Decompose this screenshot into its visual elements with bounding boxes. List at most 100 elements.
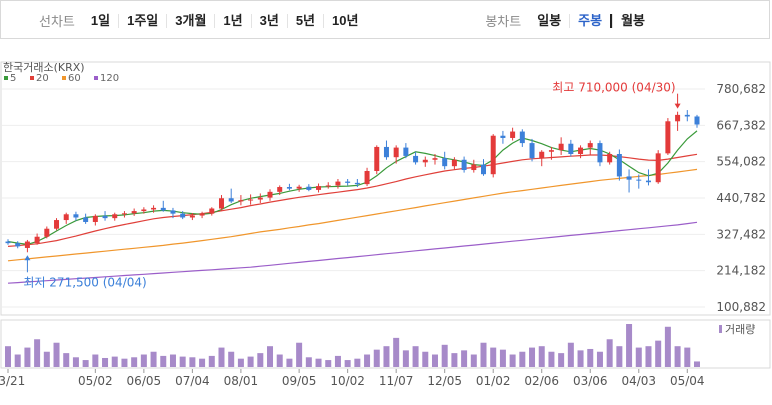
candle-body — [257, 197, 263, 200]
volume-bar — [199, 358, 206, 367]
period-tab-10y[interactable]: 10년 — [323, 13, 366, 28]
legend-label: 5 — [10, 73, 16, 84]
candle-body — [15, 243, 21, 247]
candle-body — [112, 214, 118, 219]
legend-label: 20 — [36, 73, 49, 84]
volume-bar — [558, 353, 565, 367]
volume-bar — [34, 339, 41, 367]
volume-legend-label: 거래량 — [725, 323, 755, 336]
candle-body — [442, 158, 448, 167]
candle-body — [5, 241, 11, 244]
candle-body — [218, 198, 224, 209]
volume-bar — [519, 351, 526, 367]
candle-body — [548, 150, 554, 152]
volume-bar — [228, 351, 235, 367]
volume-bar — [296, 342, 303, 367]
candle-body — [92, 215, 98, 222]
volume-bar — [480, 342, 487, 367]
volume-bar — [548, 351, 555, 367]
candle-body — [393, 147, 399, 158]
candle-body — [199, 213, 205, 216]
volume-bar — [63, 353, 70, 367]
ma-legend: 5 20 60 120 — [4, 73, 119, 84]
volume-bar — [470, 354, 477, 367]
volume-bar — [325, 360, 332, 367]
candle-tab-daily[interactable]: 일봉 — [537, 12, 562, 28]
candle-body — [626, 176, 632, 180]
volume-bar — [567, 342, 574, 367]
y-axis: 780,682 667,382 554,082 440,782 327,482 214,1… — [716, 82, 766, 314]
candle-body — [102, 215, 108, 219]
candle-body — [131, 211, 137, 214]
candle-body — [451, 159, 457, 167]
y-tick-label: 440,782 — [716, 191, 766, 205]
volume-bar — [24, 347, 31, 367]
volume-bar — [577, 350, 584, 367]
period-tab-1d[interactable]: 1일 — [90, 12, 111, 28]
moving-averages — [7, 130, 698, 284]
candle-body — [73, 214, 79, 218]
candle-body — [121, 213, 127, 215]
y-tick-label: 667,382 — [716, 118, 766, 132]
volume-bar — [684, 347, 691, 367]
volume-bar — [237, 358, 244, 367]
volume-bar — [645, 346, 652, 367]
candle-body — [189, 215, 195, 218]
volume-bar — [43, 351, 50, 367]
candle-body — [151, 207, 157, 210]
candle-body — [597, 143, 603, 163]
ma60-line — [7, 168, 698, 262]
volume-bar — [354, 358, 361, 367]
period-tabs: 선차트 1일 1주일 3개월 1년 3년 5년 10년 — [39, 1, 366, 40]
x-tick-label: 10/02 — [330, 374, 365, 388]
candle-body — [490, 135, 496, 175]
volume-panel-frame — [0, 319, 771, 369]
volume-bar — [121, 358, 128, 367]
x-tick-label: 06/05 — [127, 374, 162, 388]
volume-bar — [499, 349, 506, 367]
high-label: 최고 710,000 (04/30) — [552, 81, 675, 95]
period-tab-3m[interactable]: 3개월 — [166, 13, 214, 28]
volume-bar — [461, 350, 468, 367]
candle-body — [432, 158, 438, 160]
candle-type-tabs: 봉차트 일봉 주봉 월봉 — [485, 1, 653, 40]
candle-body — [170, 210, 176, 214]
candle-tab-weekly[interactable]: 주봉 — [569, 13, 613, 28]
candle-body — [24, 241, 30, 248]
x-tick-label: 05/02 — [78, 374, 113, 388]
candle-tab-monthly[interactable]: 월봉 — [612, 13, 653, 28]
candle-body — [296, 186, 302, 189]
volume-bar — [587, 348, 594, 367]
volume-bar — [218, 347, 225, 367]
candle-body — [510, 131, 516, 138]
legend-label: 60 — [68, 73, 81, 84]
period-tab-1y[interactable]: 1년 — [214, 13, 250, 28]
volume-bar — [305, 357, 312, 367]
volume-bar — [257, 353, 264, 367]
volume-bar — [334, 355, 341, 367]
volume-legend-swatch — [719, 325, 722, 333]
volume-bar — [364, 354, 371, 367]
volume-bar — [422, 351, 429, 367]
period-tab-3y[interactable]: 3년 — [250, 13, 287, 28]
candle-body — [607, 153, 613, 163]
candle-body — [684, 114, 690, 117]
volume-bar — [92, 354, 99, 367]
candle-body — [248, 199, 254, 201]
volume-bar — [635, 347, 642, 367]
volume-bar — [315, 358, 322, 367]
period-tab-5y[interactable]: 5년 — [286, 13, 323, 28]
volume-bar — [5, 346, 11, 367]
legend-swatch — [94, 76, 98, 80]
candle-body — [383, 146, 389, 158]
volume-bar — [383, 346, 390, 367]
candle-body — [558, 143, 564, 151]
volume-bar — [431, 354, 438, 367]
volume-bar — [276, 354, 283, 367]
source-label: 한국거래소(KRX) — [3, 61, 85, 74]
period-tab-1w[interactable]: 1주일 — [118, 13, 166, 28]
volume-bar — [626, 324, 633, 367]
candle-body — [519, 131, 525, 144]
volume-bar — [373, 349, 380, 367]
